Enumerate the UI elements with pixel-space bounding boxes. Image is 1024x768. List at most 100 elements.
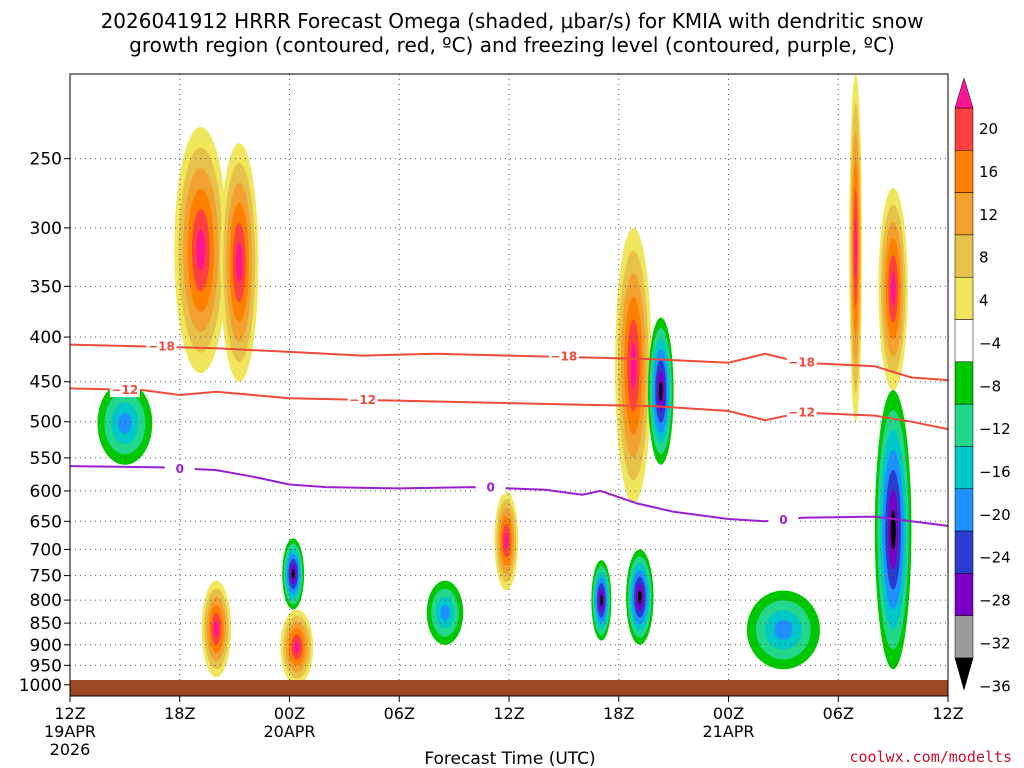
colorbar-box-7: [954, 403, 974, 447]
contour-label-bg-1-0: [109, 382, 140, 398]
colorbar-label-1: 16: [979, 163, 998, 181]
omega-region-9-band-6: [291, 568, 295, 580]
y-tick-label-800: 800: [30, 591, 62, 611]
contour-label-bg-2-1: [475, 479, 506, 495]
y-tick-label-450: 450: [30, 373, 62, 393]
omega-region-13-band-3: [118, 412, 132, 434]
x-tick-sublabel2-0: 2026: [50, 740, 91, 759]
omega-region-5-band-5: [854, 218, 857, 277]
contour-label-0-1: −18: [550, 349, 577, 363]
colorbar-label-5: −4: [979, 334, 1001, 352]
omega-region-6-band-5: [890, 272, 896, 306]
colorbar-label-8: −16: [979, 463, 1011, 481]
colorbar-label-11: −28: [979, 592, 1011, 610]
colorbar-label-9: −20: [979, 506, 1011, 524]
omega-region-2: [201, 580, 231, 678]
y-tick-label-700: 700: [30, 540, 62, 560]
omega-region-8: [648, 317, 674, 465]
omega-region-1: [219, 143, 259, 382]
colorbar-box-12: [954, 615, 974, 659]
pressure-axis: 2503003504004505005506006507007508008509…: [19, 150, 70, 696]
omega-region-8-band-6: [658, 380, 663, 402]
y-tick-label-500: 500: [30, 413, 62, 433]
chart-title-line-1: 2026041912 HRRR Forecast Omega (shaded, …: [101, 9, 924, 33]
y-tick-label-950: 950: [30, 656, 62, 676]
omega-region-14-band-3: [440, 604, 450, 621]
omega-region-0-band-5: [196, 229, 206, 271]
omega-region-15: [746, 590, 820, 670]
omega-region-3: [280, 609, 314, 685]
omega-region-4-band-5: [630, 342, 637, 389]
temperature-contours: −18 −18 −18 −12 −12 −12 0 0 0: [70, 338, 948, 528]
contour-label-bg-0-0: [146, 338, 177, 354]
x-tick-label-8: 12Z: [932, 704, 963, 723]
omega-region-1-band-5: [235, 242, 243, 283]
x-tick-label-1: 18Z: [164, 704, 195, 723]
contour-label-bg-0-1: [548, 348, 579, 364]
contour-label-bg-1-1: [347, 391, 378, 407]
x-tick-label-6: 00Z: [713, 704, 744, 723]
colorbar-label-12: −32: [979, 634, 1011, 652]
y-tick-label-1000: 1000: [19, 676, 62, 696]
omega-region-9: [282, 538, 305, 610]
omega-region-3-band-5: [294, 640, 300, 654]
colorbar-label-10: −24: [979, 549, 1011, 567]
colorbar-box-4: [954, 276, 974, 320]
omega-region-0: [174, 127, 228, 374]
omega-region-15-band-3: [774, 620, 793, 640]
y-tick-label-400: 400: [30, 328, 62, 348]
x-tick-label-0: 12Z: [54, 704, 85, 723]
x-tick-label-7: 06Z: [823, 704, 854, 723]
colorbar-box-9: [954, 488, 974, 532]
colorbar-box-1: [954, 150, 974, 193]
contour-label-2-0: 0: [176, 462, 184, 476]
x-tick-label-4: 12Z: [493, 704, 524, 723]
contour-label-2-2: 0: [779, 513, 787, 527]
y-tick-label-900: 900: [30, 636, 62, 656]
omega-shading: [97, 74, 912, 685]
colorbar-box-0: [954, 107, 974, 151]
colorbar-box-8: [954, 446, 974, 490]
ground-strip: [70, 680, 948, 696]
colorbar-label-0: 20: [979, 120, 998, 138]
omega-region-4: [615, 227, 652, 504]
omega-region-12: [874, 390, 912, 670]
contour-label-0-0: −18: [148, 339, 175, 353]
colorbar-label-6: −8: [979, 377, 1001, 395]
omega-region-11: [626, 549, 654, 645]
contour-label-bg-1-2: [786, 404, 817, 420]
contour-line-2: [70, 465, 948, 527]
omega-region-7-band-5: [504, 532, 509, 550]
chart-title-line-2: growth region (contoured, red, ºC) and f…: [129, 33, 895, 57]
omega-region-7: [494, 490, 519, 591]
y-tick-label-850: 850: [30, 614, 62, 634]
colorbar-label-2: 12: [979, 206, 998, 224]
colorbar-label-3: 8: [979, 249, 989, 267]
y-tick-label-250: 250: [30, 150, 62, 170]
omega-region-11-band-6: [637, 590, 642, 604]
contour-label-0-2: −18: [788, 356, 815, 370]
colorbar-label-13: −36: [979, 677, 1011, 695]
omega-region-5: [849, 74, 863, 422]
omega-region-10-band-6: [599, 594, 603, 607]
x-tick-label-2: 00Z: [274, 704, 305, 723]
omega-region-14: [426, 580, 464, 645]
colorbar-label-7: −12: [979, 420, 1011, 438]
omega-region-10: [591, 560, 612, 641]
contour-label-bg-2-2: [768, 512, 799, 528]
x-tick-sublabel-2: 20APR: [263, 722, 315, 741]
contour-label-bg-0-2: [786, 354, 817, 370]
omega-region-6: [878, 187, 908, 391]
omega-region-13: [97, 381, 153, 465]
colorbar-box-11: [954, 573, 974, 616]
x-tick-sublabel-6: 21APR: [702, 722, 754, 741]
contour-label-2-1: 0: [487, 481, 495, 495]
contour-line-0: [70, 343, 948, 382]
y-tick-label-300: 300: [30, 219, 62, 239]
contour-line-1: [70, 387, 948, 431]
x-axis-label: Forecast Time (UTC): [424, 749, 595, 768]
y-tick-label-750: 750: [30, 567, 62, 587]
colorbar-box-2: [954, 192, 974, 236]
